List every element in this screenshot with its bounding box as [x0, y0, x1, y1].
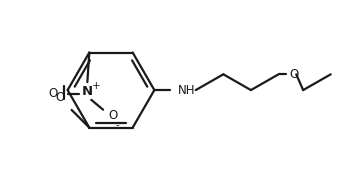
Text: N: N	[82, 85, 93, 98]
Text: NH: NH	[178, 84, 196, 97]
Text: +: +	[92, 81, 101, 91]
Text: O: O	[49, 87, 58, 100]
Text: O: O	[108, 109, 117, 122]
Text: O: O	[290, 68, 298, 81]
Text: -: -	[115, 121, 119, 130]
Text: O: O	[55, 91, 65, 104]
